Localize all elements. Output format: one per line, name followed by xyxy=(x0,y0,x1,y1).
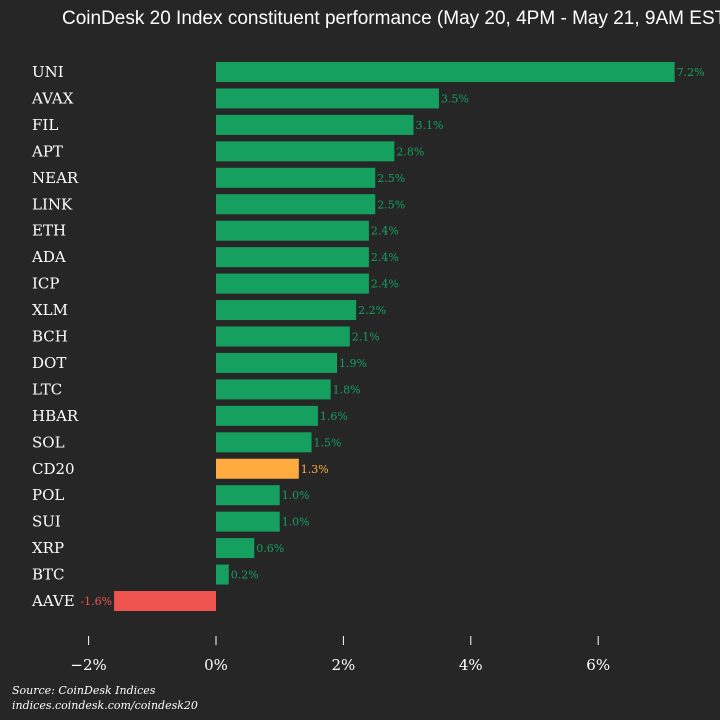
x-tick-label: 0% xyxy=(204,656,228,674)
bar-link xyxy=(216,194,376,215)
category-label-hbar: HBAR xyxy=(32,407,79,425)
chart-title: CoinDesk 20 Index constituent performanc… xyxy=(62,8,720,29)
value-label-btc: 0.2% xyxy=(231,569,259,582)
value-label-sui: 1.0% xyxy=(282,516,310,529)
bar-icp xyxy=(216,273,369,294)
category-label-dot: DOT xyxy=(32,354,66,372)
bar-uni xyxy=(216,62,675,82)
value-label-ada: 2.4% xyxy=(371,251,399,264)
bar-hbar xyxy=(216,405,318,426)
x-axis: −2% 0% 2% 4% 6% xyxy=(70,636,610,674)
bar-btc xyxy=(216,564,229,585)
value-label-ltc: 1.8% xyxy=(333,383,361,396)
bar-sol xyxy=(216,432,312,453)
category-label-avax: AVAX xyxy=(31,89,74,107)
bar-avax xyxy=(216,88,439,109)
category-label-aave: AAVE xyxy=(31,592,75,610)
source-line: Source: CoinDesk Indices xyxy=(12,684,156,697)
value-label-avax: 3.5% xyxy=(441,92,469,105)
value-label-dot: 1.9% xyxy=(339,357,367,370)
value-label-bch: 2.1% xyxy=(352,331,380,344)
value-label-aave: -1.6% xyxy=(80,595,112,608)
category-label-pol: POL xyxy=(32,486,64,504)
bar-xlm xyxy=(216,300,357,321)
category-label-sol: SOL xyxy=(32,433,65,451)
source-note: Source: CoinDesk Indices indices.coindes… xyxy=(12,683,198,713)
category-label-ada: ADA xyxy=(31,248,66,266)
category-label-sui: SUI xyxy=(32,513,61,531)
bar-ada xyxy=(216,247,369,268)
value-label-cd20: 1.3% xyxy=(301,463,329,476)
source-url: indices.coindesk.com/coindesk20 xyxy=(12,699,198,712)
category-label-btc: BTC xyxy=(32,566,65,584)
bar-ltc xyxy=(216,379,331,400)
category-label-bch: BCH xyxy=(32,328,68,346)
value-label-eth: 2.4% xyxy=(371,225,399,238)
value-label-hbar: 1.6% xyxy=(320,410,348,423)
category-labels: UNI AVAX FIL APT NEAR LINK ETH ADA ICP XLM BCH DOT L… xyxy=(31,63,79,610)
category-label-cd20: CD20 xyxy=(32,460,75,478)
category-label-near: NEAR xyxy=(32,169,79,187)
value-label-sol: 1.5% xyxy=(314,436,342,449)
x-tick-label: 4% xyxy=(459,656,483,674)
bar-eth xyxy=(216,220,369,241)
category-label-ltc: LTC xyxy=(32,380,62,398)
category-label-xrp: XRP xyxy=(32,539,64,557)
value-label-link: 2.5% xyxy=(377,198,405,211)
x-tick-label: 2% xyxy=(332,656,356,674)
value-label-pol: 1.0% xyxy=(282,489,310,502)
category-label-xlm: XLM xyxy=(32,301,68,319)
bar-near xyxy=(216,167,376,188)
value-label-icp: 2.4% xyxy=(371,278,399,291)
value-labels: 7.2% 3.5% 3.1% 2.8% 2.5% 2.5% 2.4% 2.4% 2.4% 2.2%… xyxy=(80,66,704,608)
bar-fil xyxy=(216,114,414,135)
bar-cd20 xyxy=(216,458,299,479)
category-label-eth: ETH xyxy=(32,222,66,240)
bar-aave xyxy=(114,591,216,611)
category-label-link: LINK xyxy=(32,195,73,213)
category-label-icp: ICP xyxy=(32,275,60,293)
x-tick-label: 6% xyxy=(586,656,610,674)
bar-xrp xyxy=(216,538,255,559)
value-label-fil: 3.1% xyxy=(415,119,443,132)
value-label-xlm: 2.2% xyxy=(358,304,386,317)
bar-sui xyxy=(216,511,280,532)
bar-pol xyxy=(216,485,280,506)
value-label-near: 2.5% xyxy=(377,172,405,185)
bar-apt xyxy=(216,141,395,162)
value-label-uni: 7.2% xyxy=(677,66,705,79)
x-tick-label: −2% xyxy=(70,656,106,674)
bars-group xyxy=(114,62,675,611)
value-label-xrp: 0.6% xyxy=(256,542,284,555)
bar-dot xyxy=(216,352,338,373)
category-label-fil: FIL xyxy=(32,116,58,134)
value-label-apt: 2.8% xyxy=(396,145,424,158)
category-label-uni: UNI xyxy=(32,63,64,81)
bar-bch xyxy=(216,326,350,347)
category-label-apt: APT xyxy=(31,142,63,160)
